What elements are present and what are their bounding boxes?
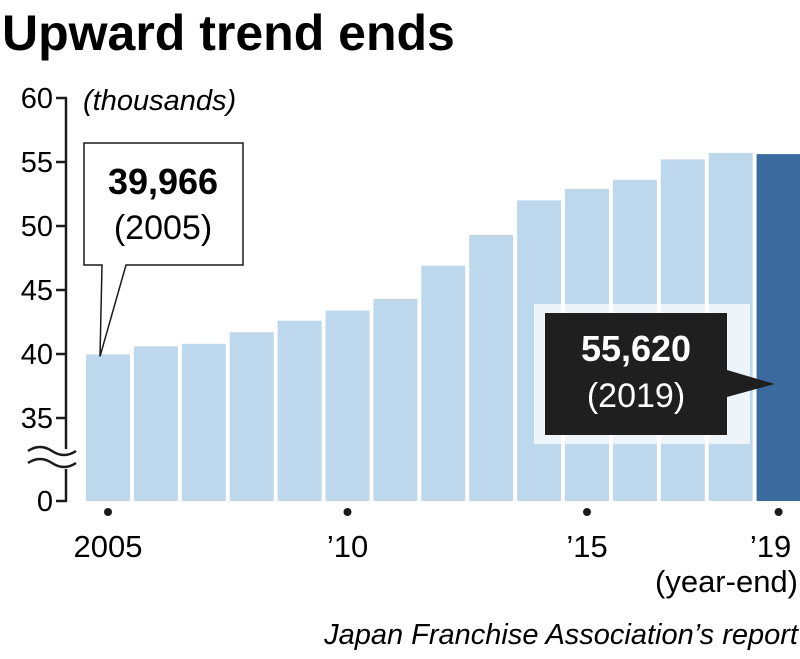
y-tick-label-0: 0 xyxy=(37,486,53,518)
x-axis-ticks: 2005 ’10 ’15 ’19 xyxy=(74,508,791,564)
axis-break-mark-bottom xyxy=(27,457,77,469)
y-axis-unit-label: (thousands) xyxy=(83,85,236,117)
source-note: Japan Franchise Association’s report xyxy=(323,619,800,651)
y-tick-label-40: 40 xyxy=(21,339,53,371)
bar-2009 xyxy=(277,320,322,501)
axis-break-mark-top xyxy=(27,445,77,457)
x-tick-dot-2019 xyxy=(774,508,783,516)
callout-2005-year: (2005) xyxy=(114,209,212,247)
x-axis-label: (year-end) xyxy=(655,564,798,599)
x-tick-label-2015: ’15 xyxy=(566,529,607,564)
callout-2005: 39,966 (2005) xyxy=(83,142,244,357)
x-tick-label-2010: ’10 xyxy=(327,529,368,564)
y-tick-label-45: 45 xyxy=(21,275,53,307)
bar-2008 xyxy=(229,332,274,501)
y-tick-label-55: 55 xyxy=(21,147,53,179)
y-tick-label-50: 50 xyxy=(21,211,53,243)
callout-2019-value: 55,620 xyxy=(581,328,691,369)
bar-2013 xyxy=(469,235,514,501)
x-tick-dot-2010 xyxy=(343,508,352,516)
bar-2007 xyxy=(181,343,226,501)
callout-2005-value: 39,966 xyxy=(108,161,218,202)
x-tick-dot-2005 xyxy=(104,508,112,516)
bars-group xyxy=(86,153,800,501)
y-axis: 60 55 50 45 40 35 0 xyxy=(21,83,77,518)
x-tick-label-2005: 2005 xyxy=(74,529,143,564)
bar-2011 xyxy=(373,299,418,501)
bar-2005 xyxy=(86,354,130,501)
x-tick-dot-2015 xyxy=(583,508,591,516)
callout-2019-box xyxy=(545,313,775,435)
bar-2019 xyxy=(756,154,800,501)
chart-title: Upward trend ends xyxy=(2,5,455,61)
callout-2019: 55,620 (2019) xyxy=(534,304,775,444)
x-tick-label-2019: ’19 xyxy=(750,529,791,564)
y-tick-label-60: 60 xyxy=(21,83,53,115)
callout-2005-box xyxy=(83,142,244,357)
callout-2019-year: (2019) xyxy=(587,377,685,415)
bar-2006 xyxy=(133,346,178,501)
bar-2010 xyxy=(325,310,370,501)
y-tick-label-35: 35 xyxy=(21,403,53,435)
bar-2012 xyxy=(421,265,466,501)
